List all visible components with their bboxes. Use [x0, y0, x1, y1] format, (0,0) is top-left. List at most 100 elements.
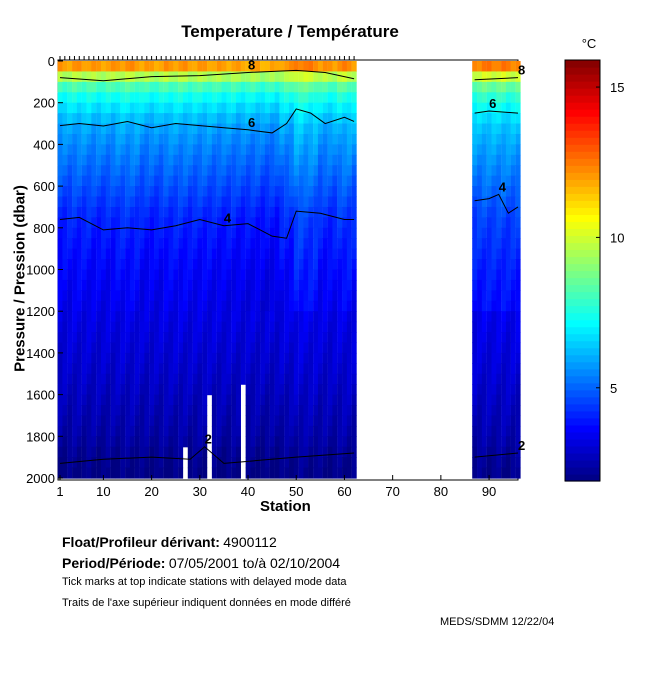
heatmap-cell	[154, 457, 160, 469]
heatmap-cell	[86, 165, 92, 177]
heatmap-cell	[67, 81, 73, 93]
heatmap-cell	[139, 279, 145, 291]
heatmap-cell	[76, 259, 82, 271]
heatmap-cell	[505, 352, 511, 364]
heatmap-cell	[491, 394, 497, 406]
heatmap-cell	[308, 352, 314, 364]
heatmap-cell	[202, 269, 208, 281]
heatmap-cell	[149, 321, 155, 333]
heatmap-cell	[240, 311, 246, 323]
heatmap-cell	[337, 373, 343, 385]
heatmap-cell	[168, 227, 174, 239]
heatmap-cell	[342, 206, 348, 218]
heatmap-cell	[255, 206, 261, 218]
heatmap-cell	[240, 373, 246, 385]
heatmap-cell	[501, 227, 507, 239]
heatmap-cell	[308, 290, 314, 302]
heatmap-cell	[158, 352, 164, 364]
heatmap-cell	[491, 92, 497, 104]
heatmap-cell	[139, 311, 145, 323]
colorbar-segment	[565, 130, 600, 138]
heatmap-cell	[337, 405, 343, 417]
heatmap-cell	[192, 467, 198, 479]
heatmap-cell	[134, 321, 140, 333]
heatmap-cell	[178, 186, 184, 198]
heatmap-cell	[515, 238, 521, 250]
heatmap-cell	[57, 269, 63, 281]
heatmap-cell	[293, 217, 299, 229]
heatmap-cell	[505, 81, 511, 93]
heatmap-cell	[226, 415, 232, 427]
heatmap-cell	[332, 332, 338, 344]
heatmap-cell	[62, 248, 68, 260]
heatmap-cell	[182, 196, 188, 208]
heatmap-cell	[284, 332, 290, 344]
heatmap-cell	[308, 186, 314, 198]
heatmap-cell	[86, 269, 92, 281]
heatmap-cell	[351, 332, 357, 344]
heatmap-cell	[67, 217, 73, 229]
heatmap-cell	[115, 384, 121, 396]
heatmap-cell	[207, 311, 213, 323]
heatmap-cell	[62, 61, 68, 73]
heatmap-cell	[134, 248, 140, 260]
heatmap-cell	[115, 154, 121, 166]
heatmap-cell	[197, 92, 203, 104]
heatmap-cell	[57, 248, 63, 260]
heatmap-cell	[163, 238, 169, 250]
heatmap-cell	[62, 227, 68, 239]
heatmap-cell	[332, 238, 338, 250]
heatmap-cell	[178, 269, 184, 281]
heatmap-cell	[105, 300, 111, 312]
heatmap-cell	[149, 467, 155, 479]
heatmap-cell	[168, 217, 174, 229]
heatmap-cell	[211, 248, 217, 260]
heatmap-cell	[351, 61, 357, 73]
heatmap-cell	[144, 384, 150, 396]
heatmap-cell	[308, 311, 314, 323]
heatmap-cell	[110, 405, 116, 417]
heatmap-cell	[245, 332, 251, 344]
heatmap-cell	[207, 332, 213, 344]
heatmap-cell	[76, 71, 82, 83]
heatmap-cell	[255, 436, 261, 448]
x-tick-label: 30	[193, 484, 207, 499]
contour-line-6	[59, 108, 355, 134]
heatmap-cell	[115, 186, 121, 198]
heatmap-cell	[158, 102, 164, 114]
heatmap-cell	[322, 144, 328, 156]
heatmap-cell	[269, 61, 275, 73]
heatmap-cell	[125, 102, 131, 114]
heatmap-cell	[274, 352, 280, 364]
heatmap-cell	[289, 394, 295, 406]
heatmap-cell	[100, 113, 106, 125]
heatmap-cell	[211, 227, 217, 239]
heatmap-cell	[317, 81, 323, 93]
heatmap-cell	[57, 123, 63, 135]
heatmap-cell	[62, 133, 68, 145]
heatmap-cell	[279, 175, 285, 187]
heatmap-cell	[322, 373, 328, 385]
heatmap-cell	[510, 269, 516, 281]
heatmap-cell	[284, 144, 290, 156]
heatmap-cell	[337, 342, 343, 354]
heatmap-cell	[501, 384, 507, 396]
heatmap-cell	[284, 415, 290, 427]
heatmap-cell	[322, 196, 328, 208]
heatmap-cell	[293, 467, 299, 479]
heatmap-cell	[317, 248, 323, 260]
heatmap-cell	[496, 394, 502, 406]
heatmap-cell	[96, 405, 102, 417]
heatmap-cell	[332, 206, 338, 218]
heatmap-cell	[510, 352, 516, 364]
heatmap-cell	[173, 154, 179, 166]
heatmap-cell	[62, 332, 68, 344]
heatmap-cell	[303, 227, 309, 239]
heatmap-cell	[144, 436, 150, 448]
heatmap-cell	[303, 321, 309, 333]
heatmap-cell	[260, 467, 266, 479]
heatmap-cell	[269, 206, 275, 218]
heatmap-cell	[178, 342, 184, 354]
heatmap-cell	[134, 279, 140, 291]
heatmap-cell	[269, 175, 275, 187]
